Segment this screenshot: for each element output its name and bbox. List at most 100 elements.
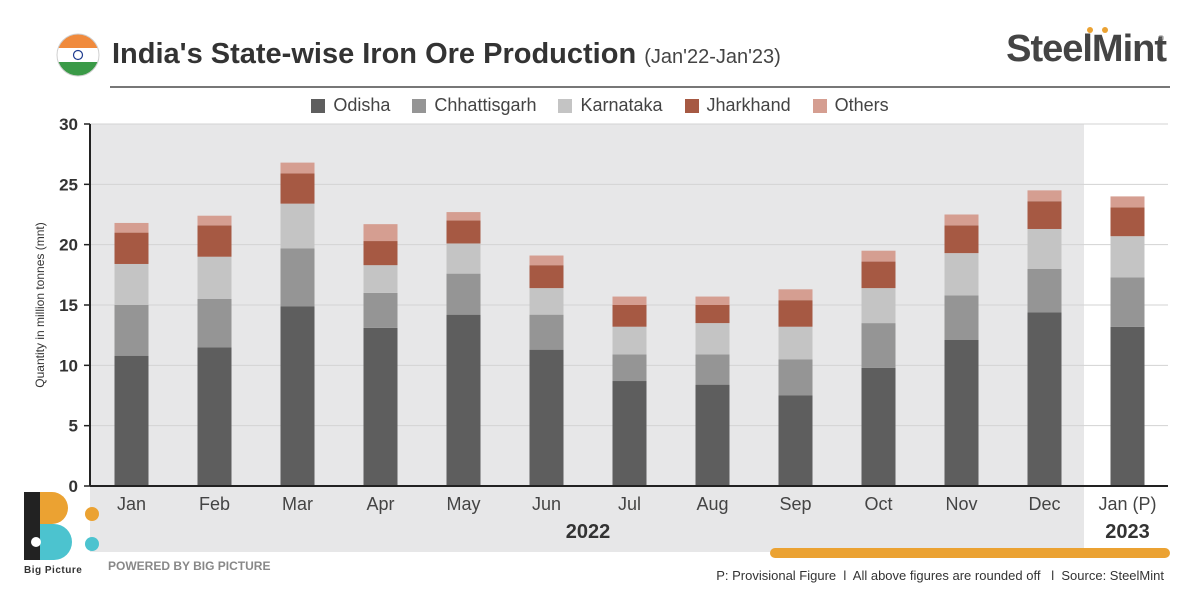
bar-karnataka-10	[861, 288, 896, 324]
y-tick-label: 5	[69, 417, 78, 436]
bar-karnataka-9	[778, 326, 813, 360]
year-label-2022: 2022	[566, 521, 611, 543]
bar-karnataka-7	[612, 326, 647, 355]
y-tick-label: 25	[59, 175, 78, 194]
title-period: (Jan'22-Jan'23)	[644, 46, 781, 68]
bar-others-6	[529, 255, 564, 266]
x-tick-label: Apr	[366, 494, 394, 514]
bar-others-8	[695, 296, 730, 305]
legend-item-others: Others	[812, 95, 889, 116]
x-tick-label: Jul	[618, 494, 641, 514]
bar-jharkhand-6	[529, 265, 564, 289]
bar-chhattisgarh-4	[363, 292, 398, 328]
bar-odisha-10	[861, 367, 896, 486]
india-flag-icon	[56, 33, 100, 77]
legend-label-karnataka: Karnataka	[580, 95, 663, 115]
x-tick-label: Sep	[779, 494, 811, 514]
bar-others-5	[446, 212, 481, 221]
bar-odisha-8	[695, 384, 730, 486]
bar-odisha-3	[280, 306, 315, 486]
bar-karnataka-4	[363, 265, 398, 293]
bar-odisha-12	[1027, 312, 1062, 486]
year-2022-shade	[90, 124, 1084, 552]
bar-karnataka-6	[529, 288, 564, 315]
bar-odisha-9	[778, 395, 813, 486]
bar-chhattisgarh-13	[1110, 277, 1145, 327]
bar-odisha-1	[114, 355, 149, 486]
bar-karnataka-13	[1110, 236, 1145, 278]
bar-odisha-5	[446, 314, 481, 486]
big-picture-logo-icon	[24, 492, 99, 560]
x-tick-label: Aug	[696, 494, 728, 514]
bar-chhattisgarh-12	[1027, 268, 1062, 313]
bar-karnataka-2	[197, 256, 232, 299]
y-tick-label: 30	[59, 115, 78, 134]
bar-odisha-11	[944, 339, 979, 486]
legend-label-others: Others	[834, 95, 889, 115]
x-tick-label: Mar	[282, 494, 313, 514]
bar-jharkhand-13	[1110, 207, 1145, 237]
bar-karnataka-3	[280, 203, 315, 249]
legend-item-jharkhand: Jharkhand	[684, 95, 791, 116]
bar-chhattisgarh-5	[446, 273, 481, 315]
steelmint-logo: SteelMint	[1006, 28, 1167, 70]
y-axis-label: Quantity in million tonnes (mnt)	[33, 222, 47, 387]
legend-item-odisha: Odisha	[311, 95, 390, 116]
bar-jharkhand-4	[363, 241, 398, 266]
bar-karnataka-8	[695, 323, 730, 355]
bar-others-10	[861, 250, 896, 262]
bar-chhattisgarh-7	[612, 354, 647, 382]
bar-karnataka-12	[1027, 228, 1062, 269]
footnote: P: Provisional Figure l All above figure…	[716, 568, 1164, 583]
powered-by-text: POWERED BY BIG PICTURE	[108, 559, 271, 573]
x-tick-label: Nov	[945, 494, 977, 514]
x-tick-label: May	[446, 494, 480, 514]
legend-swatch-others	[812, 98, 827, 113]
bar-chhattisgarh-2	[197, 298, 232, 348]
bar-jharkhand-3	[280, 173, 315, 204]
legend-label-odisha: Odisha	[333, 95, 391, 115]
bar-others-11	[944, 214, 979, 226]
x-tick-label: Dec	[1028, 494, 1060, 514]
x-tick-label: Jan	[117, 494, 146, 514]
bar-jharkhand-11	[944, 225, 979, 254]
y-tick-label: 20	[59, 236, 78, 255]
bar-others-13	[1110, 196, 1145, 208]
y-tick-label: 0	[69, 477, 78, 496]
header-divider	[110, 86, 1170, 88]
bar-karnataka-11	[944, 253, 979, 296]
legend-swatch-odisha	[311, 98, 326, 113]
bar-jharkhand-2	[197, 225, 232, 257]
bar-chhattisgarh-9	[778, 359, 813, 396]
x-tick-label: Jun	[532, 494, 561, 514]
bar-jharkhand-8	[695, 305, 730, 324]
legend-swatch-chhattisgarh	[412, 98, 427, 113]
bar-jharkhand-5	[446, 220, 481, 244]
bar-others-7	[612, 296, 647, 305]
bar-others-12	[1027, 190, 1062, 202]
legend-label-chhattisgarh: Chhattisgarh	[434, 95, 537, 115]
bar-jharkhand-9	[778, 300, 813, 327]
bar-jharkhand-7	[612, 305, 647, 327]
bar-odisha-7	[612, 381, 647, 486]
bar-others-1	[114, 222, 149, 233]
bar-chhattisgarh-8	[695, 354, 730, 385]
x-tick-label: Jan (P)	[1098, 494, 1156, 514]
legend-item-chhattisgarh: Chhattisgarh	[412, 95, 536, 116]
bar-chhattisgarh-1	[114, 305, 149, 356]
logo-dots-icon	[1087, 27, 1108, 33]
legend-swatch-jharkhand	[684, 98, 699, 113]
x-tick-label: Feb	[199, 494, 230, 514]
bar-odisha-2	[197, 347, 232, 486]
x-tick-label: Oct	[864, 494, 892, 514]
bar-chhattisgarh-6	[529, 314, 564, 350]
bar-odisha-13	[1110, 326, 1145, 486]
chart-legend: Odisha Chhattisgarh Karnataka Jharkhand …	[0, 95, 1200, 116]
y-tick-label: 10	[59, 356, 78, 375]
bar-chhattisgarh-3	[280, 248, 315, 307]
bar-jharkhand-10	[861, 261, 896, 289]
bar-karnataka-5	[446, 243, 481, 274]
legend-item-karnataka: Karnataka	[558, 95, 663, 116]
bar-others-3	[280, 162, 315, 174]
